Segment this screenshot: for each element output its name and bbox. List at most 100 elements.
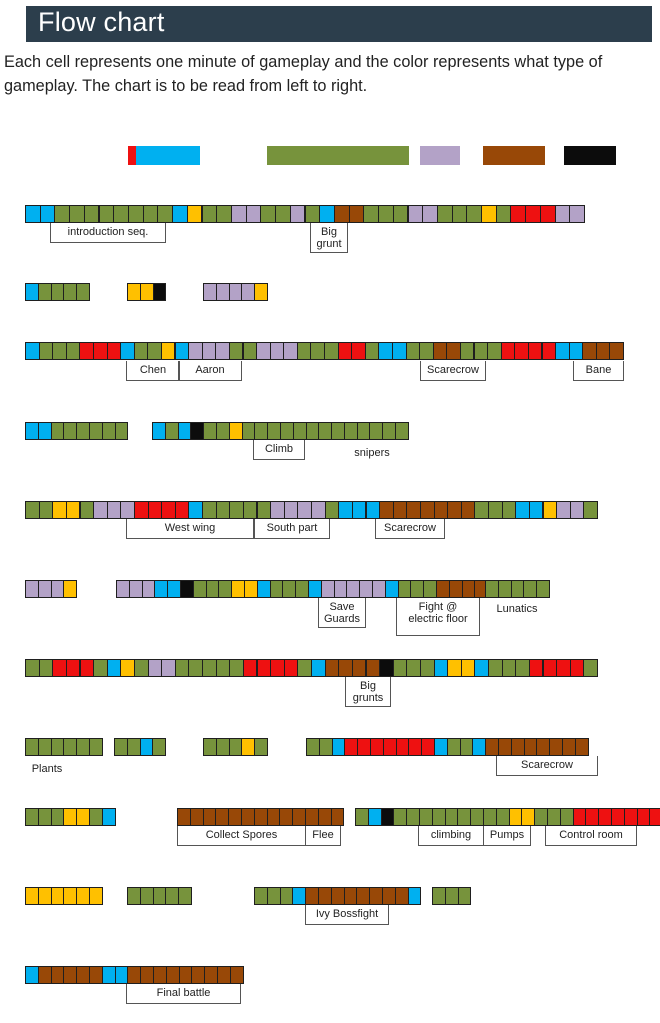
cell-mansion: [134, 501, 149, 519]
cell-introduction: [510, 205, 527, 223]
cell-mansion: [324, 501, 340, 519]
cell-crocs-lair: [330, 808, 345, 826]
cell-botanic-garden-2: [382, 887, 396, 905]
cell-to-mansion-2: [25, 738, 39, 756]
cell-to-penintiar: [50, 580, 65, 598]
cell-penintiary-final: [140, 966, 154, 984]
cell-to-batcave: [114, 422, 129, 440]
cell-introduction: [289, 205, 306, 223]
cell-botanic-garden: [256, 659, 272, 677]
cell-medical-facility: [174, 342, 190, 360]
cell-batcave-2: [521, 808, 536, 826]
cell-intensive-treatment: [446, 738, 461, 756]
cell-penintiary: [333, 580, 348, 598]
cell-penintiary-final: [101, 966, 116, 984]
cell-batcave: [267, 422, 281, 440]
cell-to-penintiar: [37, 580, 52, 598]
cell-batcave-2: [444, 808, 459, 826]
page-title: Flow chart: [38, 7, 165, 37]
cell-to-batmobile: [63, 283, 78, 301]
cell-mansion: [147, 501, 163, 519]
cell-medical-facility: [242, 342, 258, 360]
cell-mansion: [556, 501, 571, 519]
cell-penintiary: [359, 580, 373, 598]
cell-mansion: [25, 501, 40, 519]
cell-botanic-garden: [311, 659, 326, 677]
cell-to-treatment: [254, 738, 268, 756]
cell-to-treatment: [241, 738, 256, 756]
cell-introduction: [201, 205, 218, 223]
cell-mansion: [161, 501, 176, 519]
cell-batcave: [280, 422, 294, 440]
cell-botanic-garden: [351, 659, 367, 677]
cell-intensive-treatment: [357, 738, 371, 756]
cell-botanic-garden: [188, 659, 203, 677]
cell-botanic-garden: [202, 659, 217, 677]
cell-to-mansion: [331, 422, 345, 440]
cell-intensive-treatment: [421, 738, 435, 756]
annotation-bracket: [573, 361, 624, 381]
cell-batmobile: [127, 283, 141, 301]
cell-mansion: [515, 501, 530, 519]
cell-mansion: [202, 501, 217, 519]
cell-medical-facility: [419, 342, 434, 360]
cell-to-treatment: [203, 738, 217, 756]
cell-mansion: [420, 501, 435, 519]
annotation-bracket: [345, 677, 391, 707]
cell-penintiary-final: [37, 966, 52, 984]
cell-penintiary: [436, 580, 450, 598]
cell-crocs-lair: [279, 808, 294, 826]
cell-penintiary-final: [50, 966, 65, 984]
cell-crocs-lair: [292, 808, 306, 826]
cell-medical-facility: [487, 342, 502, 360]
cell-to-batcave: [37, 422, 52, 440]
cell-to-mansion: [395, 422, 409, 440]
legend-swatch-m: [267, 146, 409, 165]
cell-penintiary: [205, 580, 220, 598]
cell-intensive-treatment: [331, 738, 346, 756]
cell-treatment-continued: [25, 808, 39, 826]
cell-batcave-2: [406, 808, 420, 826]
cell-penintiary: [346, 580, 361, 598]
legend-swatch-b: [483, 146, 545, 165]
cell-cave-cont: [63, 887, 78, 905]
cell-to-botanic-garden-2: [127, 887, 141, 905]
cell-botanic-garden: [270, 659, 285, 677]
annotation-label: Big grunts: [352, 680, 384, 704]
cell-botanic-garden: [379, 659, 394, 677]
cell-botanic-garden: [583, 659, 598, 677]
cell-batcave-2: [572, 808, 587, 826]
cell-botanic-garden-2: [407, 887, 422, 905]
cell-crocs-lair: [266, 808, 281, 826]
annotation-label: Scarecrow: [427, 364, 479, 376]
cell-penintiary: [256, 580, 271, 598]
annotation-bracket: [50, 223, 166, 243]
cell-batcave: [190, 422, 205, 440]
cell-batcave-2: [649, 808, 660, 826]
cell-penintiary: [397, 580, 412, 598]
cell-botanic-garden: [242, 659, 258, 677]
annotation-label: Plants: [31, 763, 63, 775]
cell-introduction: [304, 205, 321, 223]
cell-introduction: [333, 205, 350, 223]
cell-intensive-treatment: [510, 738, 525, 756]
cell-introduction: [466, 205, 482, 223]
cell-to-penintiary: [457, 887, 472, 905]
cell-to-batcave: [101, 422, 116, 440]
cell-botanic-garden: [120, 659, 135, 677]
cell-introduction: [319, 205, 335, 223]
annotation-label: Scarecrow: [384, 522, 436, 534]
cell-batcave: [164, 422, 179, 440]
cell-mansion-2: [139, 738, 154, 756]
cell-to-batmobile: [50, 283, 65, 301]
cell-to-batcave: [50, 422, 65, 440]
cell-botanic-garden: [229, 659, 244, 677]
cell-to-botanic-garden-2: [178, 887, 192, 905]
cell-penintiary: [461, 580, 476, 598]
cell-botanic-garden-2: [330, 887, 345, 905]
cell-medical-facility: [378, 342, 393, 360]
cell-treatment-continued: [63, 808, 78, 826]
cell-medical-facility: [269, 342, 285, 360]
cell-mansion: [488, 501, 503, 519]
cell-botanic-garden: [297, 659, 312, 677]
